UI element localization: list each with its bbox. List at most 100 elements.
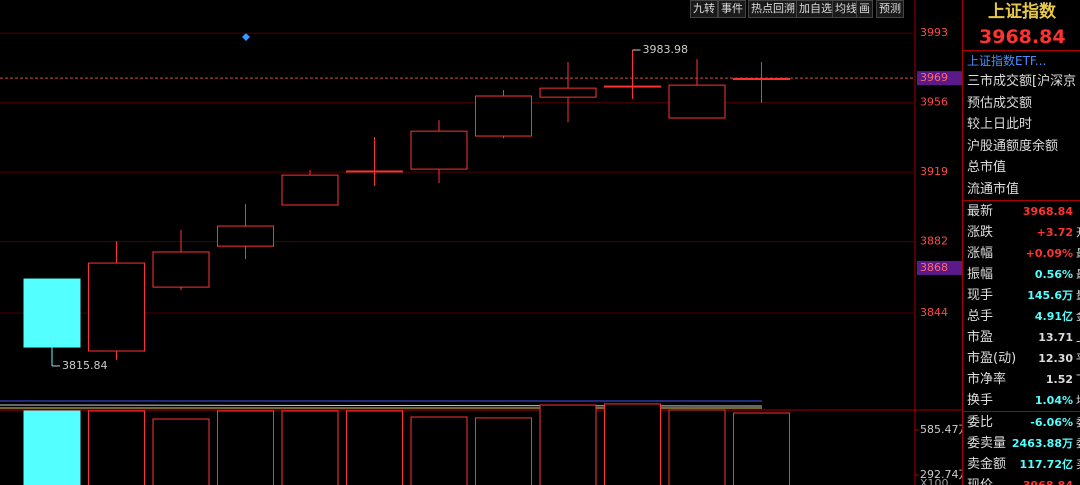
candle-body [410,130,468,170]
candle-body [539,87,597,98]
toolbar-button[interactable]: 热点回溯 [748,0,798,18]
volume-bar [217,410,274,485]
toolbar-button[interactable]: 九转 [690,0,718,18]
candle-body [281,174,339,206]
row-value: 4.91亿 [1034,310,1073,323]
quote-rows: 最新3968.84B涨跌+3.72开涨幅+0.09%最振幅0.56%最现手145… [963,201,1080,485]
candle-body [217,225,274,247]
row-label: 委比 [967,415,994,430]
min-label: 3815.84 [62,359,108,372]
row-label: 振幅 [967,267,994,282]
quote-row: 卖金额 117.72亿买 [963,454,1080,475]
row-value: +0.09% [1025,247,1073,260]
price-tag-bg [917,260,962,275]
row-tail: 委 [1076,412,1080,433]
row-value: 145.6万 [1027,289,1073,302]
row-label: 总手 [967,309,994,324]
quote-row: 市净率 1.52下 [963,369,1080,390]
quote-row: 市盈(动) 12.30平 [963,348,1080,369]
volume-tick-label: 585.47万 [920,423,962,436]
quote-row: 现手 145.6万量 [963,285,1080,306]
volume-bar [23,410,81,485]
row-label: 最新 [967,204,994,219]
y-tick-label: 3844 [920,306,948,319]
row-label: 涨幅 [967,246,994,261]
row-label: 委卖量 [967,436,1007,451]
y-tick-label: 3993 [920,26,948,39]
volume-bar [281,410,339,485]
row-label: 现手 [967,288,994,303]
y-tick-label: 3919 [920,165,948,178]
row-value: -6.06% [1030,416,1073,429]
price-tag: 3868 [920,261,948,274]
quote-row: 振幅 0.56%最 [963,264,1080,285]
volume-bar [410,416,468,485]
row-tail: 平 [1076,348,1080,369]
candle-body [668,84,726,119]
quote-item: 三市成交额[沪深京 [967,74,1077,89]
etf-link[interactable]: 上证指数ETF... [967,54,1047,68]
row-label: 市净率 [967,372,1007,387]
row-value: 117.72亿 [1019,458,1073,471]
row-tail: 下 [1076,369,1080,390]
row-tail: 委 [1076,433,1080,454]
price-tag-bg [917,71,962,86]
row-value: 1.52 [1045,373,1073,386]
row-tail: 上 [1076,327,1080,348]
volume-tick-label: 292.74万 [920,468,962,481]
volume-bar [346,410,403,485]
row-tail: 买 [1076,454,1080,475]
row-value: 3968.84 [1022,205,1073,218]
quote-row: 现价 3968.84 [963,475,1080,485]
volume-unit: X100 [920,477,949,485]
row-tail: 量 [1076,285,1080,306]
quote-row: 涨跌 +3.72开 [963,222,1080,243]
item-list: 三市成交额[沪深京 预估成交额 较上日此时 沪股通额度余额 总市值 流通市值 [963,71,1080,201]
quote-title: 上证指数 [988,2,1056,22]
quote-price: 3968.84 [963,24,1080,51]
volume-bar [668,409,726,485]
toolbar-button[interactable]: 预测 [876,0,904,18]
row-value: 1.04% [1034,394,1073,407]
volume-bar [88,410,145,485]
candle-body [475,95,532,137]
quote-item: 沪股通额度余额 [967,138,1059,154]
row-label: 涨跌 [967,225,994,240]
row-tail: 均 [1076,390,1080,411]
row-value: 13.71 [1038,331,1073,344]
row-tail: 金 [1076,306,1080,327]
volume-bar [152,418,210,485]
quote-panel: 上证指数 3968.84 上证指数ETF... 三市成交额[沪深京 预估成交额 较上… [962,0,1080,485]
quote-item: 流通市值 [967,181,1020,197]
row-value: 12.30 [1038,352,1073,365]
candle-body [733,77,790,80]
candle-body [604,85,661,88]
candle-body [152,251,210,288]
row-value: 0.56% [1034,268,1073,281]
row-tail: 开 [1076,222,1080,243]
toolbar-button[interactable]: 画 [856,0,873,18]
row-tail: 最 [1076,243,1080,264]
quote-row: 总手 4.91亿金 [963,306,1080,327]
quote-item: 预估成交额 [967,95,1033,111]
volume-bar [604,403,661,485]
row-value: +3.72 [1036,226,1073,239]
row-label: 市盈(动) [967,351,1017,366]
row-tail: 最 [1076,264,1080,285]
row-label: 现价 [967,475,993,485]
toolbar-button[interactable]: 加自选 [796,0,835,18]
toolbar-button[interactable]: 事件 [718,0,746,18]
y-tick-label: 3882 [920,235,948,248]
max-label: 3983.98 [643,43,689,56]
candle-body [88,262,145,352]
event-marker[interactable] [242,33,250,41]
y-tick-label: 3956 [920,96,948,109]
toolbar-button[interactable]: 均线 [832,0,860,18]
quote-item: 总市值 [967,160,1007,175]
row-value: 2463.88万 [1011,437,1073,450]
quote-row: 涨幅 +0.09%最 [963,243,1080,264]
quote-row: 委卖量 2463.88万委 [963,433,1080,454]
price-tag: 3969 [920,71,948,84]
